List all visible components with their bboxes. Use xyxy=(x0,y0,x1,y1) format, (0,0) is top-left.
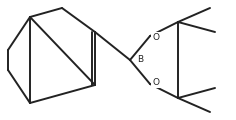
Text: O: O xyxy=(152,78,159,87)
Text: O: O xyxy=(152,33,159,42)
Text: B: B xyxy=(137,55,143,65)
